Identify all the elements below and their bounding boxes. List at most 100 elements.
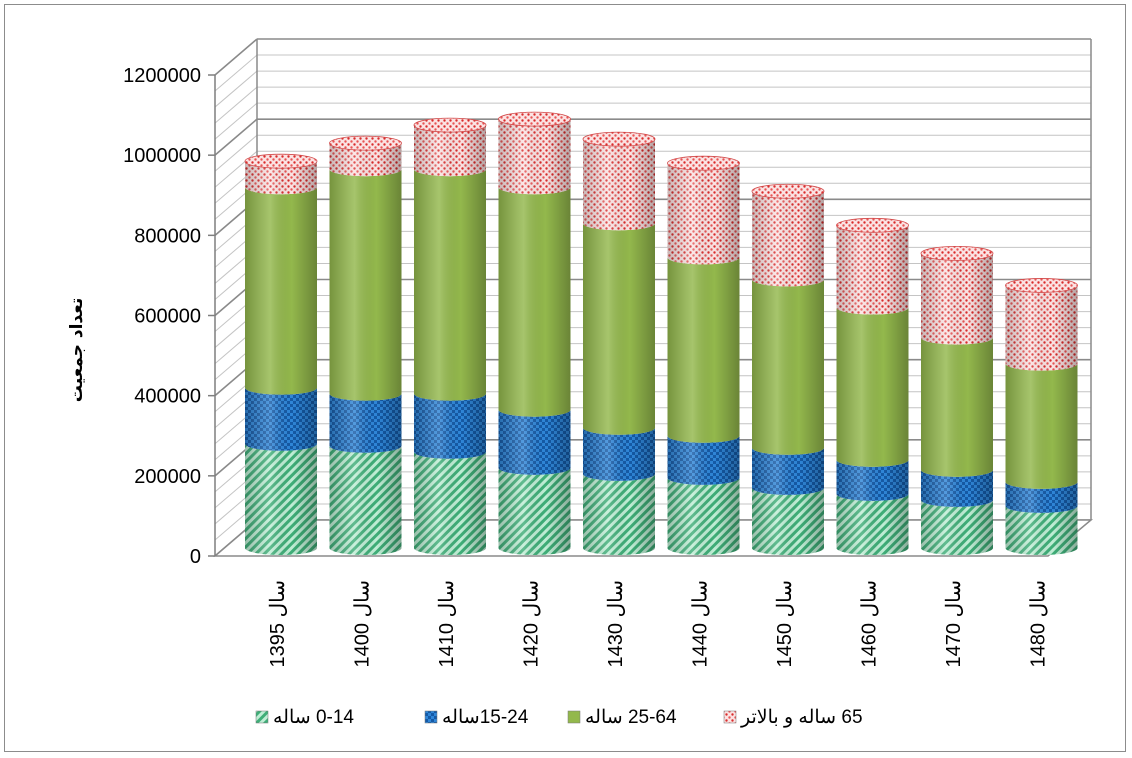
side-gridline — [214, 102, 258, 140]
bar-stack — [329, 135, 402, 556]
bar-segment-shade — [1005, 363, 1078, 489]
side-gridline — [214, 70, 258, 108]
bar-stack — [1005, 278, 1078, 556]
bar-segment-shade — [921, 469, 993, 507]
bar-segment-shade — [836, 493, 909, 556]
bar-segment-shade — [667, 435, 740, 485]
y-tick-label: 1200000 — [123, 65, 201, 87]
bar-segment-shade — [836, 225, 909, 315]
bar-segment-shade — [414, 451, 486, 555]
bar-top-cap — [836, 217, 909, 233]
bar-segment-shade — [921, 337, 993, 477]
category-label: 1440 سال — [690, 580, 712, 667]
bar-top-cap — [667, 155, 740, 171]
bar-segment-shade — [752, 279, 824, 455]
bar-stack — [667, 155, 740, 556]
bar-segment-shade — [921, 499, 993, 555]
bar-segment-shade — [245, 161, 317, 195]
legend-label: 15-24ساله — [442, 707, 529, 728]
bar-segment-shade — [498, 467, 571, 556]
bar-segment-shade — [1005, 285, 1078, 371]
bar-segment-shade — [245, 443, 317, 555]
bar-stack — [751, 183, 825, 555]
bar-top-cap — [1005, 278, 1078, 293]
category-label: 1400 سال — [352, 580, 374, 667]
category-labels: 1395 سال 1400 سال 1410 سال 1420 سال 1430 سال… — [267, 580, 1050, 667]
category-label: 1480 سال — [1028, 580, 1050, 667]
bar-segment-shade — [583, 473, 655, 555]
bar-segment-shade — [498, 119, 571, 195]
bar-segment-shade — [329, 169, 402, 401]
legend: 0-14 ساله 15-24ساله 25-64 ساله 65 ساله و با… — [255, 707, 863, 728]
y-tick-label: 400000 — [134, 386, 201, 408]
bar-stack — [582, 131, 656, 555]
category-label: 1410 سال — [436, 580, 458, 667]
category-label: 1470 سال — [943, 580, 965, 667]
bar-segment-shade — [1005, 505, 1078, 556]
bar-stack — [244, 153, 318, 555]
legend-label: 0-14 ساله — [273, 707, 354, 728]
bar-stack — [413, 117, 487, 555]
bar-segment-shade — [583, 223, 655, 435]
category-label: 1450 سال — [774, 580, 796, 667]
bar-segment-shade — [752, 191, 824, 287]
y-tick-label: 600000 — [134, 306, 201, 328]
bar-segment-shade — [414, 393, 486, 459]
side-gridline — [214, 38, 258, 76]
category-label: 1430 سال — [605, 580, 627, 667]
chart-frame: 0 200000 400000 600000 800000 1000000 1200000 … — [4, 4, 1126, 752]
bar-stack — [836, 217, 909, 556]
bars — [244, 111, 1078, 556]
legend-swatch — [424, 710, 438, 724]
y-tick-label: 1000000 — [123, 145, 201, 167]
category-label: 1460 سال — [859, 580, 881, 667]
bar-segment-shade — [1005, 481, 1078, 513]
y-tick-label: 800000 — [134, 225, 201, 247]
bar-segment-shade — [752, 447, 824, 495]
bar-top-cap — [413, 117, 487, 133]
bar-segment-shade — [667, 163, 740, 265]
bar-segment-shade — [583, 427, 655, 481]
bar-top-cap — [582, 131, 656, 147]
bar-segment-shade — [583, 139, 655, 231]
legend-label: 65 ساله و بالاتر — [740, 707, 863, 728]
bar-segment-shade — [498, 409, 571, 475]
legend-label: 25-64 ساله — [585, 707, 677, 728]
bar-segment-shade — [836, 307, 909, 467]
bar-segment-shade — [329, 445, 402, 556]
bar-stack — [920, 245, 994, 555]
bar-top-cap — [498, 111, 571, 127]
legend-item: 0-14 ساله — [255, 707, 354, 728]
bar-segment-shade — [414, 169, 486, 401]
bar-segment-shade — [498, 187, 571, 417]
bar-top-cap — [329, 135, 402, 151]
bar-segment-shade — [752, 487, 824, 555]
y-tick-label: 200000 — [134, 466, 201, 488]
bar-top-cap — [920, 245, 994, 261]
category-label: 1395 سال — [267, 580, 289, 667]
bar-segment-shade — [414, 125, 486, 177]
bar-segment-shade — [667, 477, 740, 556]
bar-top-cap — [751, 183, 825, 199]
y-axis-title: تعداد جمعیت — [67, 298, 87, 402]
y-tick-labels: 0 200000 400000 600000 800000 1000000 1200000 — [123, 65, 201, 568]
side-gridline — [214, 54, 258, 92]
bar-segment-shade — [836, 459, 909, 501]
side-gridline — [214, 86, 258, 124]
bar-top-cap — [244, 153, 318, 169]
side-gridline — [214, 118, 258, 156]
bar-stack — [498, 111, 571, 556]
legend-swatch — [567, 710, 581, 724]
category-label: 1420 سال — [521, 580, 543, 667]
y-tick-label: 0 — [190, 546, 201, 568]
bar-segment-shade — [245, 187, 317, 395]
legend-item: 65 ساله و بالاتر — [723, 707, 863, 728]
legend-swatch — [723, 710, 737, 724]
bar-segment-shade — [329, 143, 402, 177]
bar-segment-shade — [329, 393, 402, 453]
chart-svg: 020000040000060000080000010000001200000 … — [67, 38, 1094, 728]
legend-swatch — [255, 710, 269, 724]
legend-item: 25-64 ساله — [567, 707, 677, 728]
legend-item: 15-24ساله — [424, 707, 529, 728]
bar-segment-shade — [921, 253, 993, 345]
